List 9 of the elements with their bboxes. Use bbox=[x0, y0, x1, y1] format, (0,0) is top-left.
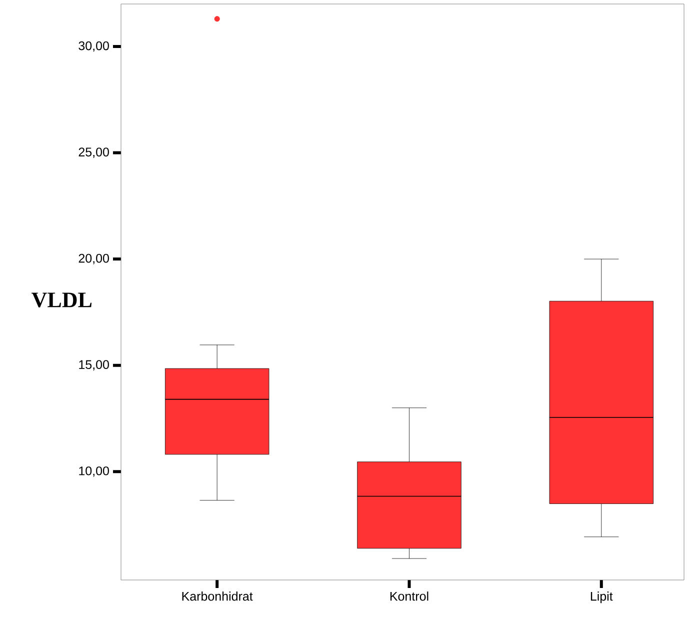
y-tick-label: 10,00 bbox=[79, 466, 109, 477]
y-tick-label: 30,00 bbox=[78, 41, 109, 52]
y-tick-label: 20,00 bbox=[78, 254, 109, 264]
y-tick-label: 15,00 bbox=[79, 360, 109, 370]
y-axis-title: VLDL bbox=[32, 292, 92, 308]
x-tick-label: Lipit bbox=[590, 592, 613, 604]
x-tick-label: Karbonhidrat bbox=[182, 592, 253, 601]
y-tick-label: 25,00 bbox=[78, 148, 109, 158]
x-tick-label: Kontrol bbox=[390, 592, 428, 601]
